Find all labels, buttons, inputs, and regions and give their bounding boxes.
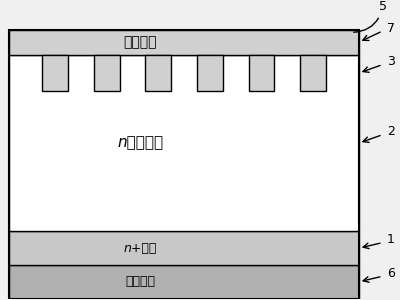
Bar	[94, 55, 120, 91]
Text: n+衬底: n+衬底	[124, 242, 157, 255]
Bar	[9, 29, 359, 55]
Bar	[197, 55, 223, 91]
Bar	[9, 231, 359, 265]
Text: 1: 1	[387, 233, 394, 246]
Bar	[145, 55, 171, 91]
Bar	[9, 55, 359, 231]
Text: 2: 2	[387, 125, 394, 138]
Text: 6: 6	[387, 267, 394, 280]
Text: 3: 3	[387, 55, 394, 68]
Bar	[9, 265, 359, 298]
Text: 阳极金属: 阳极金属	[124, 35, 157, 49]
Bar	[300, 55, 326, 91]
Text: 7: 7	[387, 22, 395, 34]
Bar	[42, 55, 68, 91]
Text: 5: 5	[354, 0, 387, 32]
Bar	[9, 29, 359, 298]
Text: n型漂移层: n型漂移层	[117, 136, 164, 151]
Bar	[249, 55, 274, 91]
Text: 阴极金属: 阴极金属	[126, 275, 156, 288]
